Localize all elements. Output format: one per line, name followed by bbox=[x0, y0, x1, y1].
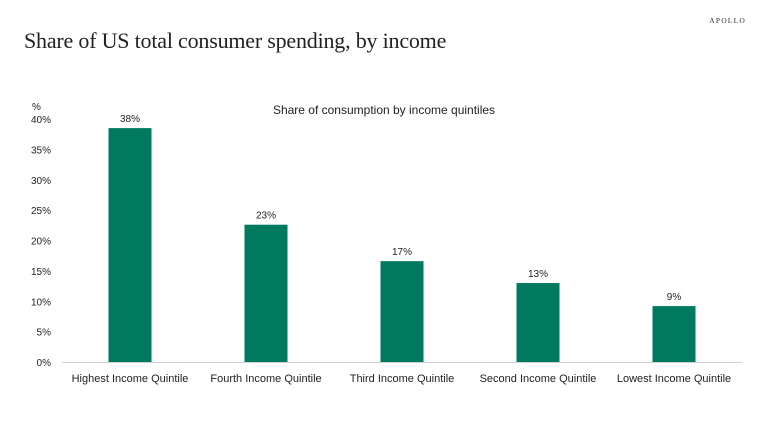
y-axis-label: % bbox=[32, 102, 41, 113]
bar bbox=[516, 283, 560, 362]
bar bbox=[244, 224, 288, 362]
y-tick-label: 5% bbox=[37, 328, 52, 339]
x-tick-label: Third Income Quintile bbox=[350, 373, 455, 385]
data-label: 23% bbox=[256, 211, 276, 222]
data-label: 9% bbox=[667, 292, 682, 303]
y-tick-label: 0% bbox=[37, 358, 52, 369]
x-tick-label: Lowest Income Quintile bbox=[617, 373, 731, 385]
x-tick-label: Fourth Income Quintile bbox=[210, 373, 321, 385]
y-tick-label: 10% bbox=[31, 297, 51, 308]
y-tick-label: 15% bbox=[31, 267, 51, 278]
y-tick-label: 35% bbox=[31, 145, 51, 156]
data-label: 38% bbox=[120, 114, 140, 125]
y-tick-label: 25% bbox=[31, 206, 51, 217]
y-tick-label: 40% bbox=[31, 115, 51, 126]
apollo-logo: APOLLO bbox=[709, 16, 746, 25]
data-label: 13% bbox=[528, 269, 548, 280]
bar bbox=[652, 306, 696, 362]
page-title: Share of US total consumer spending, by … bbox=[24, 28, 447, 53]
x-tick-label: Second Income Quintile bbox=[480, 373, 597, 385]
y-tick-label: 30% bbox=[31, 176, 51, 187]
data-label: 17% bbox=[392, 247, 412, 258]
chart-title: Share of consumption by income quintiles bbox=[273, 103, 495, 117]
bar bbox=[380, 261, 424, 362]
y-tick-label: 20% bbox=[31, 237, 51, 248]
bar bbox=[108, 128, 152, 362]
x-tick-label: Highest Income Quintile bbox=[72, 373, 189, 385]
